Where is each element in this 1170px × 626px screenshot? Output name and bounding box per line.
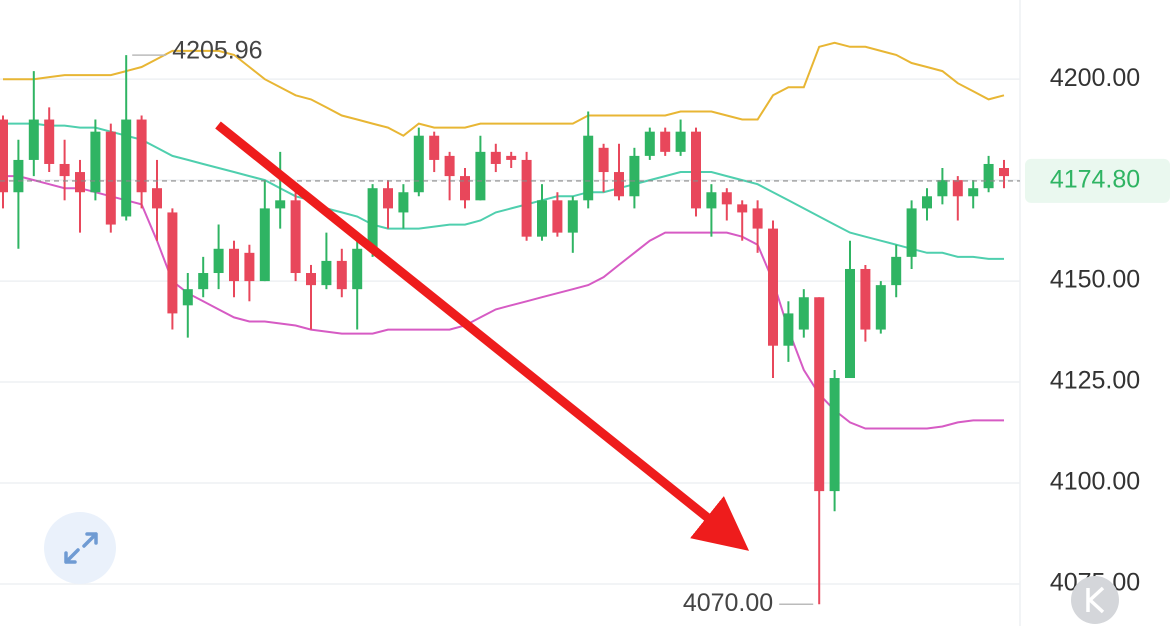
candle-body xyxy=(275,200,286,209)
band-line xyxy=(3,41,1005,137)
candle-body xyxy=(490,151,501,164)
candle-body xyxy=(721,192,732,205)
candle-body xyxy=(629,155,640,197)
y-tick-label: 4150.00 xyxy=(1050,266,1140,294)
y-tick-label: 4200.00 xyxy=(1050,64,1140,92)
candle-body xyxy=(521,159,532,237)
candle-body xyxy=(737,204,748,213)
candle-body xyxy=(706,192,717,209)
candle-body xyxy=(136,119,147,193)
candle-body xyxy=(506,155,517,160)
candle-body xyxy=(891,256,902,286)
candle-body xyxy=(860,268,871,330)
candles xyxy=(0,55,1009,605)
candle-body xyxy=(398,192,409,213)
candle-body xyxy=(152,188,162,209)
candle-body xyxy=(306,273,316,286)
candle-body xyxy=(567,200,578,233)
candle-body xyxy=(198,273,209,290)
candle-body xyxy=(922,196,932,209)
candle-body xyxy=(552,200,563,233)
current-price-tag xyxy=(1025,158,1170,203)
y-tick-label: 4125.00 xyxy=(1050,367,1140,395)
candle-body xyxy=(952,180,963,197)
candle-body xyxy=(105,131,116,225)
candle-body xyxy=(691,131,701,209)
candle-body xyxy=(768,228,778,346)
candle-body xyxy=(845,268,855,379)
candle-body xyxy=(229,248,239,282)
candle-body xyxy=(259,208,270,282)
candle-body xyxy=(614,172,624,197)
candle-body xyxy=(213,248,224,274)
candle-body xyxy=(44,119,55,164)
candle-body xyxy=(798,297,809,330)
candle-body xyxy=(752,208,763,229)
current-price-label: 4174.80 xyxy=(1050,166,1140,194)
grid: 4200.004175.004150.004125.004100.004075.… xyxy=(0,64,1140,597)
candle-body xyxy=(644,131,655,156)
candle-body xyxy=(167,212,178,314)
band-line xyxy=(3,122,1004,260)
candle-body xyxy=(121,119,132,217)
candle-body xyxy=(352,248,363,290)
high-label: 4205.96 xyxy=(172,37,262,65)
candle-body xyxy=(383,188,393,209)
candle-body xyxy=(999,168,1009,177)
candle-body xyxy=(598,147,609,173)
candle-body xyxy=(59,163,70,177)
candle-body xyxy=(28,119,39,160)
candle-body xyxy=(413,135,424,193)
candle-body xyxy=(244,252,255,282)
trend-arrow xyxy=(215,121,750,551)
candle-body xyxy=(937,180,948,197)
candle-body xyxy=(75,172,85,193)
candle-body xyxy=(906,208,917,257)
y-tick-label: 4100.00 xyxy=(1050,468,1140,496)
candle-body xyxy=(675,131,686,152)
candle-body xyxy=(336,260,347,290)
candle-body xyxy=(182,289,193,306)
candle-body xyxy=(829,378,840,492)
low-label: 4070.00 xyxy=(683,589,773,617)
candle-body xyxy=(460,176,470,201)
candle-body xyxy=(0,119,8,193)
k-button[interactable] xyxy=(1071,576,1119,624)
candle-body xyxy=(814,297,825,492)
annotations: 4174.80 4205.96 4070.00 xyxy=(0,37,1170,617)
candle-body xyxy=(13,159,24,193)
candle-body xyxy=(367,188,378,249)
candle-body xyxy=(875,285,886,330)
candle-body xyxy=(444,155,455,177)
candle-body xyxy=(983,163,994,189)
candle-body xyxy=(429,135,440,160)
candle-body xyxy=(968,188,979,197)
candle-body xyxy=(537,200,547,237)
candle-body xyxy=(783,313,794,346)
candle-body xyxy=(90,131,101,193)
candle-body xyxy=(290,200,301,274)
candle-body xyxy=(321,260,332,286)
candle-body xyxy=(475,151,486,201)
candle-body xyxy=(583,135,594,201)
expand-button[interactable] xyxy=(44,512,116,584)
candle-body xyxy=(660,131,671,152)
